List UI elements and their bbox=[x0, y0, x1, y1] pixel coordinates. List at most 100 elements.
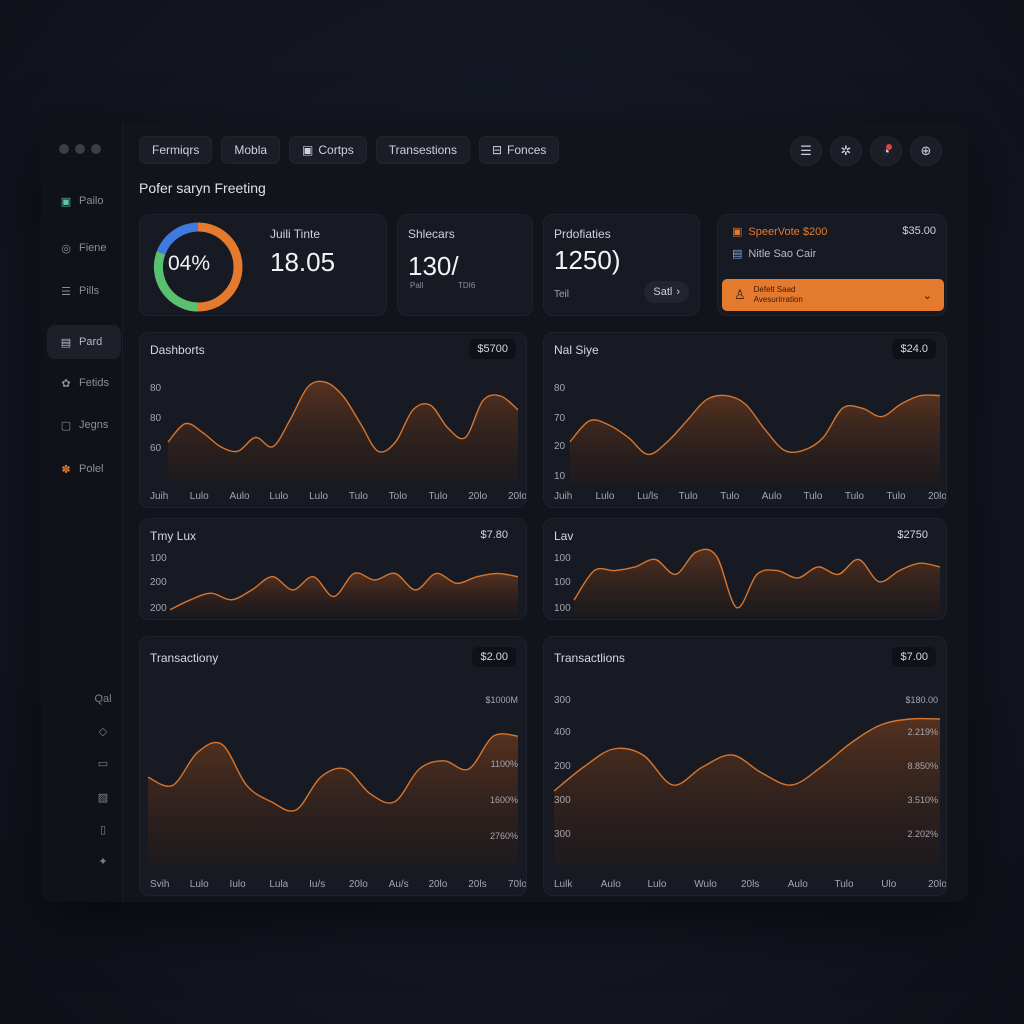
x-tick-label: Tulo bbox=[679, 491, 699, 502]
y-tick-label-right: 1100% bbox=[491, 759, 518, 769]
area-chart: 300 400 200 300 300 $180.00 2.219% 8.850% 3.510%… bbox=[553, 695, 946, 890]
promo-line1-value: $35.00 bbox=[902, 225, 936, 237]
chart-value: $7.00 bbox=[892, 647, 936, 667]
x-tick-label: 20lo bbox=[508, 491, 527, 502]
series-line bbox=[167, 380, 519, 453]
menu-button[interactable]: ☰ bbox=[790, 136, 822, 166]
chat-icon[interactable]: ▭ bbox=[97, 757, 109, 770]
chart-title: Lav bbox=[554, 529, 574, 543]
x-tick-label: Ulo bbox=[881, 879, 896, 890]
y-tick-label-right: $1000M bbox=[485, 695, 518, 705]
y-tick-label: 300 bbox=[554, 695, 571, 706]
y-tick-label: 200 bbox=[554, 761, 571, 772]
sidebar-item-pard[interactable]: ▤ Pard bbox=[47, 325, 121, 359]
sidebar-item-pailo[interactable]: ▣ Pailo bbox=[47, 184, 121, 218]
flower-icon: ✽ bbox=[61, 463, 71, 476]
donut-segment-blue bbox=[156, 222, 199, 255]
y-tick-label: 80 bbox=[150, 413, 162, 424]
promo-dropdown[interactable]: ♙ Defelt Saad Avesurirration ⌄ bbox=[722, 279, 944, 311]
share-button[interactable]: ⊕ bbox=[910, 136, 942, 166]
y-tick-label: 80 bbox=[150, 383, 162, 394]
chevron-right-icon: › bbox=[676, 286, 680, 298]
x-tick-label: Svih bbox=[150, 879, 169, 890]
y-tick-label: 400 bbox=[554, 727, 571, 738]
stat-sub: Teil bbox=[554, 289, 570, 300]
x-tick-label: Lula bbox=[269, 879, 288, 890]
chart-card-nal-siye: 80 70 20 10 Juih Lulo Lu/ls Tulo Tulo Aulo Tulo Tul… bbox=[543, 332, 947, 508]
promo-line2: ▤ Nitle Sao Cair bbox=[732, 247, 816, 261]
sidebar-item-label: Fetids bbox=[79, 377, 109, 389]
sidebar-item-polel[interactable]: ✽ Polel bbox=[47, 452, 121, 486]
y-tick-label-right: 8.850% bbox=[907, 761, 938, 771]
chart-card-transactlions: 300 400 200 300 300 $180.00 2.219% 8.850% 3.510%… bbox=[543, 636, 947, 896]
minimize-dot[interactable] bbox=[75, 144, 85, 154]
stat-sub-right: TDI6 bbox=[458, 281, 476, 290]
x-tick-label: Juih bbox=[150, 491, 168, 502]
sidebar-item-fetids[interactable]: ✿ Fetids bbox=[47, 366, 121, 400]
chart-value: $24.0 bbox=[892, 339, 936, 359]
x-tick-label: Juih bbox=[554, 491, 572, 502]
sidebar-item-label: Fiene bbox=[79, 242, 107, 254]
y-tick-label: 100 bbox=[150, 553, 167, 564]
close-dot[interactable] bbox=[59, 144, 69, 154]
chart-title: Nal Siye bbox=[554, 343, 599, 357]
tab-fermiqrs[interactable]: Fermiqrs bbox=[139, 136, 213, 164]
series-line bbox=[553, 717, 941, 792]
tab-transestions[interactable]: Transestions bbox=[375, 136, 470, 164]
tab-label: Fonces bbox=[507, 143, 547, 157]
sidebar-item-jegns[interactable]: ▢ Jegns bbox=[47, 408, 121, 442]
profits-button[interactable]: Satl › bbox=[644, 281, 689, 303]
x-tick-label: 20lo bbox=[349, 879, 368, 890]
donut-segment-green bbox=[153, 251, 199, 312]
series-line bbox=[569, 394, 941, 456]
y-tick-label: 70 bbox=[554, 413, 566, 424]
settings-button[interactable]: ✲ bbox=[830, 136, 862, 166]
card-icon: ▤ bbox=[60, 336, 72, 349]
area-fill bbox=[168, 381, 518, 481]
page-title: Pofer saryn Freeting bbox=[139, 180, 266, 196]
top-tabs: Fermiqrs Mobla ▣ Cortps Transestions ⊟ Fon… bbox=[139, 136, 560, 164]
tab-fonces[interactable]: ⊟ Fonces bbox=[478, 136, 560, 164]
tab-mobla[interactable]: Mobla bbox=[221, 136, 281, 164]
document-icon[interactable]: ▯ bbox=[99, 823, 107, 836]
y-tick-label-right: 2.219% bbox=[907, 727, 938, 737]
x-tick-label: Lulo bbox=[309, 491, 328, 502]
series-line bbox=[169, 572, 519, 611]
y-tick-label-right: 2.202% bbox=[907, 829, 938, 839]
area-chart: 80 80 60 Juih Lulo Aulo Lulo Lulo Tulo Tolo Tulo 20… bbox=[150, 380, 527, 502]
tab-label: Cortps bbox=[318, 143, 354, 157]
x-tick-label: Aulo bbox=[762, 491, 782, 502]
x-tick-label: Lulo bbox=[190, 491, 209, 502]
sidebar-item-label: Pailo bbox=[79, 195, 104, 207]
image-icon[interactable]: ▨ bbox=[97, 791, 109, 804]
stat-sub-left: Pall bbox=[410, 281, 424, 290]
x-tick-label: Iulo bbox=[230, 879, 247, 890]
star-icon[interactable]: ✦ bbox=[98, 855, 108, 868]
area-fill bbox=[170, 572, 518, 615]
y-tick-label: 200 bbox=[150, 603, 167, 614]
gear-icon: ✲ bbox=[840, 143, 852, 158]
promo-dropdown-text: Defelt Saad Avesurirration bbox=[754, 285, 803, 305]
tab-cortps[interactable]: ▣ Cortps bbox=[289, 136, 367, 164]
chart-title: Tmy Lux bbox=[150, 529, 197, 543]
area-chart: 100 200 200 bbox=[150, 553, 519, 615]
chart-value: $2.00 bbox=[472, 647, 516, 667]
doc-icon: ▤ bbox=[732, 248, 743, 260]
y-tick-label: 100 bbox=[554, 553, 571, 564]
x-tick-label: Lu/ls bbox=[637, 491, 658, 502]
maximize-dot[interactable] bbox=[91, 144, 101, 154]
x-tick-label: Tulo bbox=[428, 491, 448, 502]
y-tick-label: 200 bbox=[150, 577, 167, 588]
x-tick-label: Aulo bbox=[230, 491, 250, 502]
shield-icon[interactable]: ◇ bbox=[98, 725, 108, 738]
notifications-button[interactable]: ◔ bbox=[870, 136, 902, 166]
sidebar-lower-qal[interactable]: Qal bbox=[91, 690, 115, 708]
sidebar-item-pills[interactable]: ☰ Pills bbox=[47, 274, 121, 308]
app-window: ▣ Pailo ◎ Fiene ☰ Pills ▤ Pard ✿ Fetids … bbox=[41, 122, 968, 902]
area-chart: 100 100 100 bbox=[554, 548, 941, 615]
chart-value: $7.80 bbox=[480, 529, 508, 541]
sidebar-item-fiene[interactable]: ◎ Fiene bbox=[47, 231, 121, 265]
x-tick-label: Wulo bbox=[694, 879, 717, 890]
grid-icon: ▣ bbox=[60, 195, 72, 208]
promo-line1: ▣ SpeerVote $200 bbox=[732, 225, 827, 239]
